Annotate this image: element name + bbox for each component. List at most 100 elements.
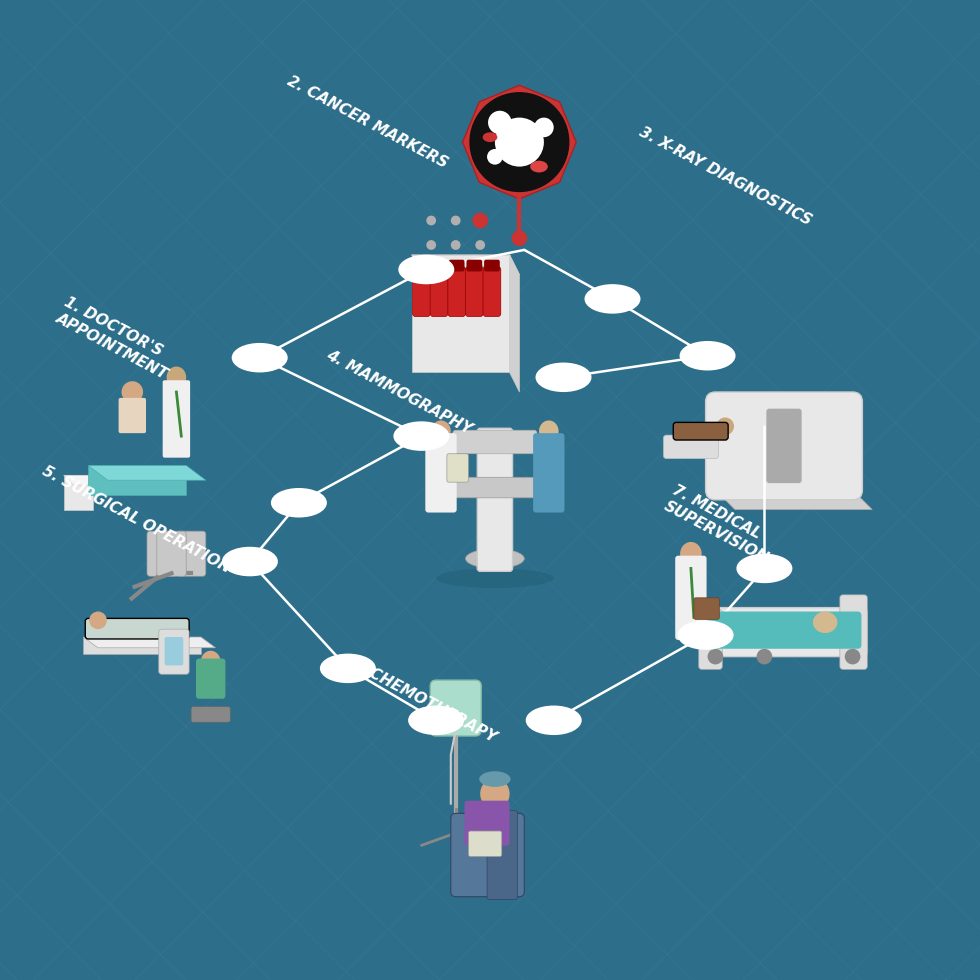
Circle shape — [451, 240, 461, 250]
FancyBboxPatch shape — [466, 260, 482, 271]
FancyBboxPatch shape — [163, 380, 190, 458]
FancyBboxPatch shape — [430, 267, 448, 317]
Circle shape — [426, 240, 436, 250]
Ellipse shape — [716, 417, 734, 435]
FancyBboxPatch shape — [694, 598, 719, 619]
FancyBboxPatch shape — [477, 428, 513, 571]
Circle shape — [475, 216, 485, 225]
FancyBboxPatch shape — [431, 260, 447, 271]
Ellipse shape — [394, 422, 448, 450]
Polygon shape — [88, 466, 206, 480]
Ellipse shape — [680, 542, 702, 565]
Circle shape — [475, 240, 485, 250]
Ellipse shape — [167, 367, 186, 388]
FancyBboxPatch shape — [196, 659, 225, 699]
FancyBboxPatch shape — [701, 608, 867, 657]
Polygon shape — [412, 255, 510, 372]
Ellipse shape — [813, 612, 837, 633]
Polygon shape — [64, 475, 93, 510]
Ellipse shape — [586, 285, 640, 313]
Text: 4. MAMMOGRAPHY: 4. MAMMOGRAPHY — [323, 347, 474, 437]
FancyBboxPatch shape — [487, 810, 517, 900]
Ellipse shape — [272, 489, 325, 516]
Ellipse shape — [536, 364, 590, 391]
FancyBboxPatch shape — [742, 618, 846, 642]
Ellipse shape — [680, 342, 735, 369]
Ellipse shape — [737, 555, 792, 582]
Polygon shape — [715, 490, 872, 510]
Text: 5. SURGICAL OPERATION: 5. SURGICAL OPERATION — [39, 464, 232, 575]
FancyBboxPatch shape — [673, 422, 728, 440]
FancyBboxPatch shape — [483, 267, 501, 317]
FancyBboxPatch shape — [707, 612, 861, 649]
FancyBboxPatch shape — [159, 629, 189, 674]
FancyBboxPatch shape — [85, 618, 189, 639]
Ellipse shape — [431, 420, 451, 442]
Ellipse shape — [223, 548, 276, 575]
FancyBboxPatch shape — [663, 435, 718, 459]
FancyBboxPatch shape — [147, 531, 176, 576]
Circle shape — [495, 118, 544, 167]
FancyBboxPatch shape — [699, 610, 722, 669]
Polygon shape — [83, 637, 201, 654]
FancyBboxPatch shape — [176, 531, 206, 576]
Polygon shape — [510, 255, 519, 392]
Circle shape — [469, 92, 569, 192]
Ellipse shape — [530, 161, 548, 172]
FancyBboxPatch shape — [414, 260, 429, 271]
Circle shape — [451, 216, 461, 225]
Ellipse shape — [539, 420, 559, 442]
FancyBboxPatch shape — [447, 454, 468, 482]
Circle shape — [426, 216, 436, 225]
Circle shape — [475, 265, 485, 274]
Ellipse shape — [678, 621, 732, 649]
Ellipse shape — [400, 256, 453, 283]
FancyBboxPatch shape — [466, 267, 483, 317]
Circle shape — [451, 265, 461, 274]
FancyBboxPatch shape — [453, 477, 537, 498]
FancyBboxPatch shape — [706, 392, 862, 500]
FancyBboxPatch shape — [448, 267, 466, 317]
Ellipse shape — [480, 778, 510, 809]
Ellipse shape — [233, 344, 286, 371]
Polygon shape — [88, 466, 186, 495]
Text: 2. CANCER MARKERS: 2. CANCER MARKERS — [284, 74, 450, 172]
Circle shape — [534, 118, 554, 137]
FancyBboxPatch shape — [165, 637, 183, 665]
FancyBboxPatch shape — [465, 801, 510, 846]
FancyBboxPatch shape — [484, 260, 500, 271]
Text: 7. MEDICAL
SUPERVISION: 7. MEDICAL SUPERVISION — [662, 483, 779, 565]
Ellipse shape — [479, 771, 511, 787]
FancyBboxPatch shape — [468, 831, 502, 857]
FancyBboxPatch shape — [840, 595, 867, 669]
Ellipse shape — [89, 612, 107, 629]
FancyBboxPatch shape — [430, 680, 481, 736]
Polygon shape — [64, 475, 103, 485]
Polygon shape — [412, 255, 519, 274]
Circle shape — [757, 649, 772, 664]
Ellipse shape — [201, 651, 220, 672]
FancyBboxPatch shape — [453, 430, 537, 454]
Circle shape — [512, 230, 527, 246]
FancyBboxPatch shape — [533, 433, 564, 513]
Circle shape — [487, 149, 503, 165]
FancyBboxPatch shape — [157, 531, 186, 576]
FancyBboxPatch shape — [425, 433, 457, 513]
Circle shape — [472, 213, 488, 228]
Ellipse shape — [321, 655, 374, 682]
Circle shape — [708, 649, 723, 664]
FancyBboxPatch shape — [451, 813, 524, 897]
Circle shape — [488, 111, 512, 134]
Ellipse shape — [436, 568, 554, 588]
FancyBboxPatch shape — [191, 707, 230, 722]
FancyBboxPatch shape — [766, 409, 802, 483]
Polygon shape — [83, 637, 216, 648]
Circle shape — [845, 649, 860, 664]
Ellipse shape — [410, 707, 464, 734]
Text: 6. CHEMOTHERAPY: 6. CHEMOTHERAPY — [348, 656, 499, 746]
FancyBboxPatch shape — [449, 260, 465, 271]
FancyBboxPatch shape — [413, 267, 430, 317]
Text: 1. DOCTOR'S
APPOINTMENT: 1. DOCTOR'S APPOINTMENT — [54, 295, 179, 381]
Text: 3. X-RAY DIAGNOSTICS: 3. X-RAY DIAGNOSTICS — [637, 124, 814, 228]
Circle shape — [426, 265, 436, 274]
